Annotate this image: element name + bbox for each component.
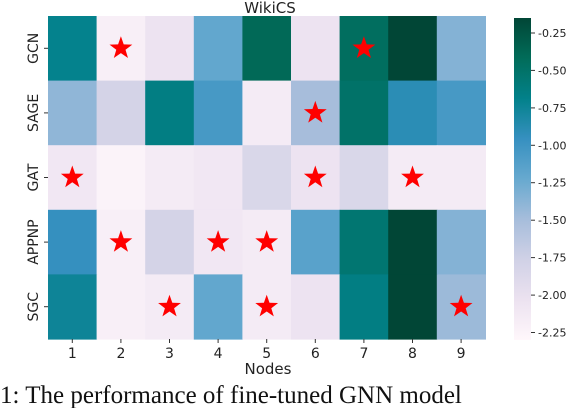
heatmap-cell bbox=[388, 274, 438, 340]
x-tick-label: 5 bbox=[262, 346, 271, 362]
star-marker bbox=[255, 230, 279, 252]
star-marker bbox=[60, 165, 84, 188]
y-tick-label: GAT bbox=[26, 163, 42, 191]
chart-title: WikiCS bbox=[244, 0, 296, 17]
star-marker bbox=[255, 294, 279, 317]
colorbar-tick-label: -2.25 bbox=[538, 327, 566, 340]
heatmap-cell bbox=[339, 209, 389, 275]
heatmap-cell bbox=[436, 80, 486, 146]
star-marker bbox=[206, 230, 230, 252]
colorbar-tick-label: -1.25 bbox=[538, 177, 566, 190]
x-tick-label: 6 bbox=[311, 346, 320, 362]
colorbar-tick-label: -1.50 bbox=[538, 214, 566, 227]
x-axis-label: Nodes bbox=[245, 360, 292, 378]
colorbar-tick-label: -1.75 bbox=[538, 252, 566, 265]
heatmap-cell bbox=[145, 209, 195, 275]
star-marker bbox=[158, 294, 181, 317]
star-marker bbox=[303, 100, 327, 123]
heatmap-cell bbox=[242, 145, 292, 211]
heatmap-cell bbox=[48, 209, 98, 275]
heatmap-cell bbox=[145, 80, 195, 146]
star-marker bbox=[109, 36, 133, 58]
colorbar-tick-label: -0.50 bbox=[538, 64, 566, 77]
heatmap-cell bbox=[96, 145, 146, 211]
heatmap-cell bbox=[339, 80, 389, 146]
heatmap-cell bbox=[291, 16, 341, 82]
x-tick-label: 1 bbox=[68, 346, 77, 362]
x-tick-label: 2 bbox=[116, 346, 125, 362]
heatmap-cell bbox=[145, 16, 195, 82]
star-marker bbox=[303, 165, 327, 188]
heatmap-figure: WikiCS GCN SAGE GAT APPNP SGC 1 2 3 4 5 6 7 8 9 Node… bbox=[26, 0, 566, 378]
heatmap-cell bbox=[145, 145, 195, 211]
y-tick-labels: GCN SAGE GAT APPNP SGC bbox=[26, 33, 48, 322]
heatmap-cell bbox=[436, 16, 486, 82]
star-marker bbox=[109, 230, 133, 252]
x-tick-label: 9 bbox=[457, 346, 466, 362]
colorbar-tick-label: -0.75 bbox=[538, 102, 566, 115]
x-tick-label: 4 bbox=[214, 346, 223, 362]
heatmap-cell bbox=[96, 80, 146, 146]
heatmap-cell bbox=[436, 209, 486, 275]
y-tick-label: SAGE bbox=[26, 94, 42, 132]
star-marker bbox=[401, 165, 424, 188]
colorbar bbox=[514, 18, 531, 340]
heatmap-cell bbox=[436, 145, 486, 211]
heatmap-cell bbox=[48, 274, 98, 340]
y-tick-label: GCN bbox=[26, 33, 42, 64]
heatmap-cell bbox=[242, 80, 292, 146]
heatmap-cell bbox=[193, 80, 243, 146]
heatmap-cells bbox=[48, 16, 486, 340]
x-tick-label: 3 bbox=[165, 346, 174, 362]
colorbar-tick-label: -0.25 bbox=[538, 27, 566, 40]
heatmap-cell bbox=[388, 16, 438, 82]
heatmap-cell bbox=[339, 145, 389, 211]
heatmap-cell bbox=[48, 16, 98, 82]
star-marker bbox=[352, 36, 376, 58]
y-tick-label: APPNP bbox=[26, 219, 42, 264]
heatmap-cell bbox=[339, 274, 389, 340]
heatmap-cell bbox=[242, 16, 292, 82]
heatmap-cell bbox=[388, 209, 438, 275]
heatmap-cell bbox=[291, 274, 341, 340]
heatmap-cell bbox=[193, 145, 243, 211]
heatmap-cell bbox=[193, 16, 243, 82]
star-markers bbox=[60, 36, 473, 317]
colorbar-ticks: -0.25 -0.50 -0.75 -1.00 -1.25 -1.50 -1.75 -2.00… bbox=[531, 27, 566, 340]
heatmap-cell bbox=[291, 209, 341, 275]
colorbar-tick-label: -2.00 bbox=[538, 289, 566, 302]
heatmap-cell bbox=[96, 274, 146, 340]
y-tick-label: SGC bbox=[26, 292, 42, 322]
x-tick-label: 7 bbox=[359, 346, 368, 362]
heatmap-cell bbox=[193, 274, 243, 340]
x-tick-labels: 1 2 3 4 5 6 7 8 9 bbox=[68, 339, 466, 362]
star-marker bbox=[449, 294, 473, 317]
x-tick-label: 8 bbox=[408, 346, 417, 362]
heatmap-cell bbox=[48, 80, 98, 146]
colorbar-tick-label: -1.00 bbox=[538, 139, 566, 152]
heatmap-cell bbox=[388, 80, 438, 146]
figure-caption: 1: The performance of fine-tuned GNN mod… bbox=[0, 384, 462, 408]
